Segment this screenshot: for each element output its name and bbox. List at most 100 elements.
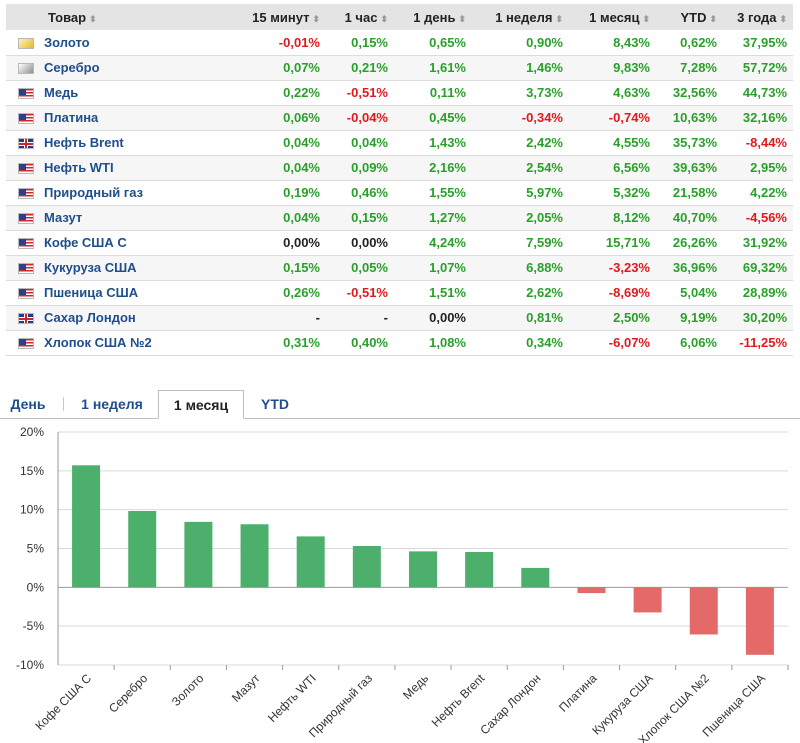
commodity-cell: Пшеница США — [6, 280, 217, 305]
commodity-cell: Природный газ — [6, 180, 217, 205]
bar-4 — [240, 524, 269, 588]
change-value-cell: 0,90% — [526, 34, 563, 50]
change-value-cell: 0,65% — [429, 34, 466, 50]
column-header-label: 1 неделя — [495, 9, 553, 25]
us-flag-icon — [18, 263, 34, 275]
commodities-table-container: Товар ⬍ 15 минут ⬍ 1 час ⬍ 1 день ⬍ 1 неделя ⬍ 1 м… — [6, 4, 793, 356]
column-header-label: YTD — [680, 9, 707, 25]
y-tick-label: 5% — [27, 542, 45, 556]
commodity-cell: Нефть Brent — [6, 130, 217, 155]
commodity-cell: Хлопок США №2 — [6, 330, 217, 355]
table-row: Пшеница США 0,26% -0,51% 1,51% 2,62% -8,69% 5,… — [6, 280, 793, 305]
change-value-cell: 32,16% — [742, 110, 787, 125]
commodity-link[interactable]: Сахар Лондон — [44, 310, 136, 325]
change-value-cell: 2,16% — [429, 160, 466, 175]
uk-flag-icon — [18, 313, 34, 325]
commodity-link[interactable]: Серебро — [44, 60, 100, 75]
tab-3[interactable]: YTD — [261, 396, 289, 412]
change-value-cell: 0,07% — [283, 60, 320, 75]
tab-2[interactable]: 1 месяц — [158, 390, 244, 419]
column-header-3[interactable]: 1 день ⬍ — [394, 4, 472, 30]
bar-11 — [633, 587, 662, 613]
change-value-cell: 0,21% — [351, 60, 388, 75]
change-value-cell: 4,55% — [613, 135, 650, 150]
change-value-cell: - — [315, 310, 320, 325]
column-header-label: Товар — [48, 9, 87, 25]
change-value-cell: 8,43% — [613, 34, 650, 50]
column-header-7[interactable]: 3 года ⬍ — [723, 4, 793, 30]
change-value-cell: 9,83% — [613, 60, 650, 75]
commodity-link[interactable]: Медь — [44, 85, 79, 100]
commodity-link[interactable]: Нефть WTI — [44, 160, 114, 175]
sort-arrows-icon: ⬍ — [779, 13, 787, 24]
bar-2 — [128, 510, 157, 588]
change-value-cell: 2,95% — [750, 160, 787, 175]
uk-flag-icon — [18, 138, 34, 150]
change-value-cell: 3,73% — [526, 85, 563, 100]
change-value-cell: 6,56% — [613, 160, 650, 175]
table-row: Нефть Brent 0,04% 0,04% 1,43% 2,42% 4,55% 35,7… — [6, 130, 793, 155]
x-tick-label: Кофе США С — [33, 671, 95, 733]
us-flag-icon — [18, 213, 34, 225]
commodity-link[interactable]: Нефть Brent — [44, 135, 124, 150]
change-value-cell: 37,95% — [742, 34, 787, 50]
sort-arrows-icon: ⬍ — [642, 13, 650, 24]
x-tick-label: Золото — [169, 671, 207, 709]
commodity-link[interactable]: Кукуруза США — [44, 260, 137, 275]
change-value-cell: 39,63% — [672, 160, 717, 175]
commodity-link[interactable]: Природный газ — [44, 185, 144, 200]
change-value-cell: 10,63% — [672, 110, 717, 125]
change-value-cell: 0,34% — [526, 335, 563, 350]
commodity-link[interactable]: Пшеница США — [44, 285, 139, 300]
change-value-cell: 0,81% — [526, 310, 563, 325]
bar-9 — [521, 567, 550, 588]
column-header-2[interactable]: 1 час ⬍ — [326, 4, 394, 30]
sort-arrows-icon: ⬍ — [380, 13, 388, 24]
column-header-1[interactable]: 15 минут ⬍ — [217, 4, 326, 30]
table-header-row: Товар ⬍ 15 минут ⬍ 1 час ⬍ 1 день ⬍ 1 неделя ⬍ 1 м… — [6, 4, 793, 30]
change-value-cell: 32,56% — [672, 85, 717, 100]
table-row: Кукуруза США 0,15% 0,05% 1,07% 6,88% -3,23% 36… — [6, 255, 793, 280]
change-value-cell: 1,27% — [429, 210, 466, 225]
sort-arrows-icon: ⬍ — [312, 13, 320, 24]
tab-1[interactable]: 1 неделя — [81, 396, 143, 412]
bar-10 — [577, 587, 606, 594]
commodity-cell: Кукуруза США — [6, 255, 217, 280]
change-value-cell: 2,62% — [526, 285, 563, 300]
table-row: Золото -0,01% 0,15% 0,65% 0,90% 8,43% 0,62% 37,… — [6, 30, 793, 55]
change-value-cell: 0,00% — [429, 310, 466, 325]
column-header-label: 1 час — [344, 9, 378, 25]
commodity-link[interactable]: Кофе США С — [44, 235, 127, 250]
change-value-cell: 35,73% — [672, 135, 717, 150]
column-header-label: 1 день — [413, 9, 456, 25]
change-value-cell: -8,44% — [745, 135, 787, 150]
change-value-cell: 0,15% — [283, 260, 320, 275]
change-value-cell: - — [383, 310, 388, 325]
change-value-cell: 0,19% — [283, 185, 320, 200]
change-value-cell: 1,55% — [429, 185, 466, 200]
sort-arrows-icon: ⬍ — [89, 13, 97, 24]
commodity-link[interactable]: Золото — [44, 34, 90, 50]
change-value-cell: -0,51% — [346, 85, 388, 100]
bar-5 — [296, 536, 325, 588]
change-value-cell: 44,73% — [742, 85, 787, 100]
tab-0[interactable]: День — [10, 396, 46, 412]
change-value-cell: -8,69% — [608, 285, 650, 300]
us-flag-icon — [18, 238, 34, 250]
column-header-0[interactable]: Товар ⬍ — [6, 4, 217, 30]
y-tick-label: 15% — [20, 464, 44, 478]
change-value-cell: 0,31% — [283, 335, 320, 350]
change-value-cell: 0,11% — [429, 85, 466, 100]
table-row: Кофе США С 0,00% 0,00% 4,24% 7,59% 15,71% 26,2… — [6, 230, 793, 255]
commodity-link[interactable]: Мазут — [44, 210, 83, 225]
commodity-cell: Сахар Лондон — [6, 305, 217, 330]
column-header-4[interactable]: 1 неделя ⬍ — [472, 4, 569, 30]
change-value-cell: 2,54% — [526, 160, 563, 175]
column-header-5[interactable]: 1 месяц ⬍ — [569, 4, 656, 30]
sort-arrows-icon: ⬍ — [555, 13, 563, 24]
change-value-cell: 0,22% — [283, 85, 320, 100]
change-value-cell: 1,46% — [526, 60, 563, 75]
commodity-link[interactable]: Хлопок США №2 — [44, 335, 152, 350]
column-header-6[interactable]: YTD ⬍ — [656, 4, 723, 30]
commodity-link[interactable]: Платина — [44, 110, 99, 125]
